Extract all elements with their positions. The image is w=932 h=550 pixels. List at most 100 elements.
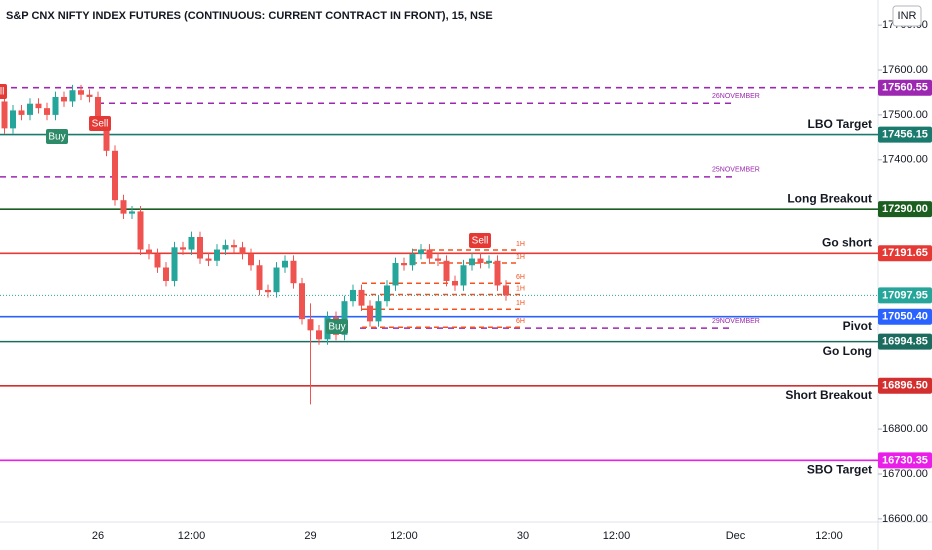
candle-body [384,285,390,302]
signal-label: Buy [48,132,65,143]
candle-body [418,249,424,255]
candle-body [171,247,178,281]
signal-label: Buy [328,322,345,333]
candle-body [18,110,25,115]
candle-body [477,258,484,264]
candle-body [239,247,246,255]
candle-body [503,285,509,296]
level-price-box [878,377,932,394]
candle-body [367,305,373,322]
x-tick-label: Dec [726,530,746,542]
tf-level-label: 1H [516,285,525,292]
candle-body [265,289,271,293]
candle-body [205,258,212,261]
y-tick-label: 16700.00 [882,468,928,480]
candle-body [401,263,407,266]
tf-level-label: 1H [516,300,525,307]
candle-body [307,319,314,331]
candle-body [452,280,458,286]
candle-body [95,96,101,124]
candle-body [10,110,16,129]
level-name: Long Breakout [787,191,872,205]
candle-body [443,260,450,281]
tf-level-label: 6H [516,274,525,281]
tf-level-label: 1H [516,254,525,261]
candle-body [154,254,161,268]
level-price: 17191.65 [882,247,928,259]
level-price-box [878,79,932,96]
candle-body [180,247,186,250]
candle-body [299,283,305,320]
x-tick-label: 30 [517,530,529,542]
day-level-label: 26NOVEMBER [712,93,760,100]
candle-body [120,200,127,214]
signal-box [469,233,491,248]
x-tick-label: 29 [304,530,316,542]
candle-body [375,301,382,322]
day-level-label: 29NOVEMBER [712,318,760,325]
candle-body [163,267,169,281]
candle-body [290,260,297,284]
level-name: Go short [822,235,872,249]
candle-body [137,211,144,250]
signal-box [89,116,111,131]
signal-label: Sell [92,119,109,130]
level-price: 16994.85 [882,336,928,348]
candle-body [426,249,433,259]
level-price: 17097.95 [882,289,928,301]
level-name: LBO Target [808,117,872,131]
level-price: 17456.15 [882,128,928,140]
candle-body [248,254,254,266]
candle-body [273,267,280,293]
y-tick-label: 16800.00 [882,423,928,435]
y-tick-label: 17600.00 [882,64,928,76]
candle-body [486,260,492,264]
level-price: 17560.55 [882,82,928,94]
x-tick-label: 26 [92,530,104,542]
signal-label: Sell [0,87,4,98]
candle-body [350,289,356,302]
signal-box [0,84,7,99]
candle-body [1,101,8,129]
candle-body [103,123,110,151]
y-tick-label: 16600.00 [882,513,928,525]
chart-title: S&P CNX NIFTY INDEX FUTURES (CONTINUOUS:… [6,10,493,22]
candle-body [78,90,84,95]
candle-body [392,263,399,286]
level-name: Go Long [823,344,872,358]
x-tick-label: 12:00 [390,530,418,542]
tf-level-label: 6H [516,318,525,325]
candle-body [61,96,67,102]
level-price-box [878,452,932,469]
signal-label: Sell [472,236,489,247]
candle-body [435,258,441,261]
level-price: 16896.50 [882,380,928,392]
signal-box [326,319,348,334]
candle-body [494,260,501,286]
level-price-box [878,308,932,325]
level-price-box [878,201,932,218]
currency-box[interactable] [892,5,922,27]
level-price-box [878,287,932,304]
level-price-box [878,126,932,143]
candle-body [112,150,118,201]
day-level-label: 25NOVEMBER [712,167,760,174]
candle-body [231,245,237,248]
signal-box [46,129,68,144]
candle-body [129,211,135,214]
level-name: SBO Target [807,463,872,477]
candle-body [146,249,152,255]
x-tick-label: 12:00 [178,530,206,542]
candle-body [316,330,322,340]
currency: INR [898,10,917,22]
candle-body [469,258,475,266]
candle-body [256,265,263,290]
candle-body [197,236,203,259]
y-tick-label: 17500.00 [882,109,928,121]
candle-body [409,254,416,266]
candle-body [52,96,59,115]
level-name: Short Breakout [785,388,872,402]
plot: 17700.0017600.0017500.0017400.0016800.00… [0,19,932,542]
level-name: Pivot [843,319,872,333]
level-price: 16730.35 [882,454,928,466]
